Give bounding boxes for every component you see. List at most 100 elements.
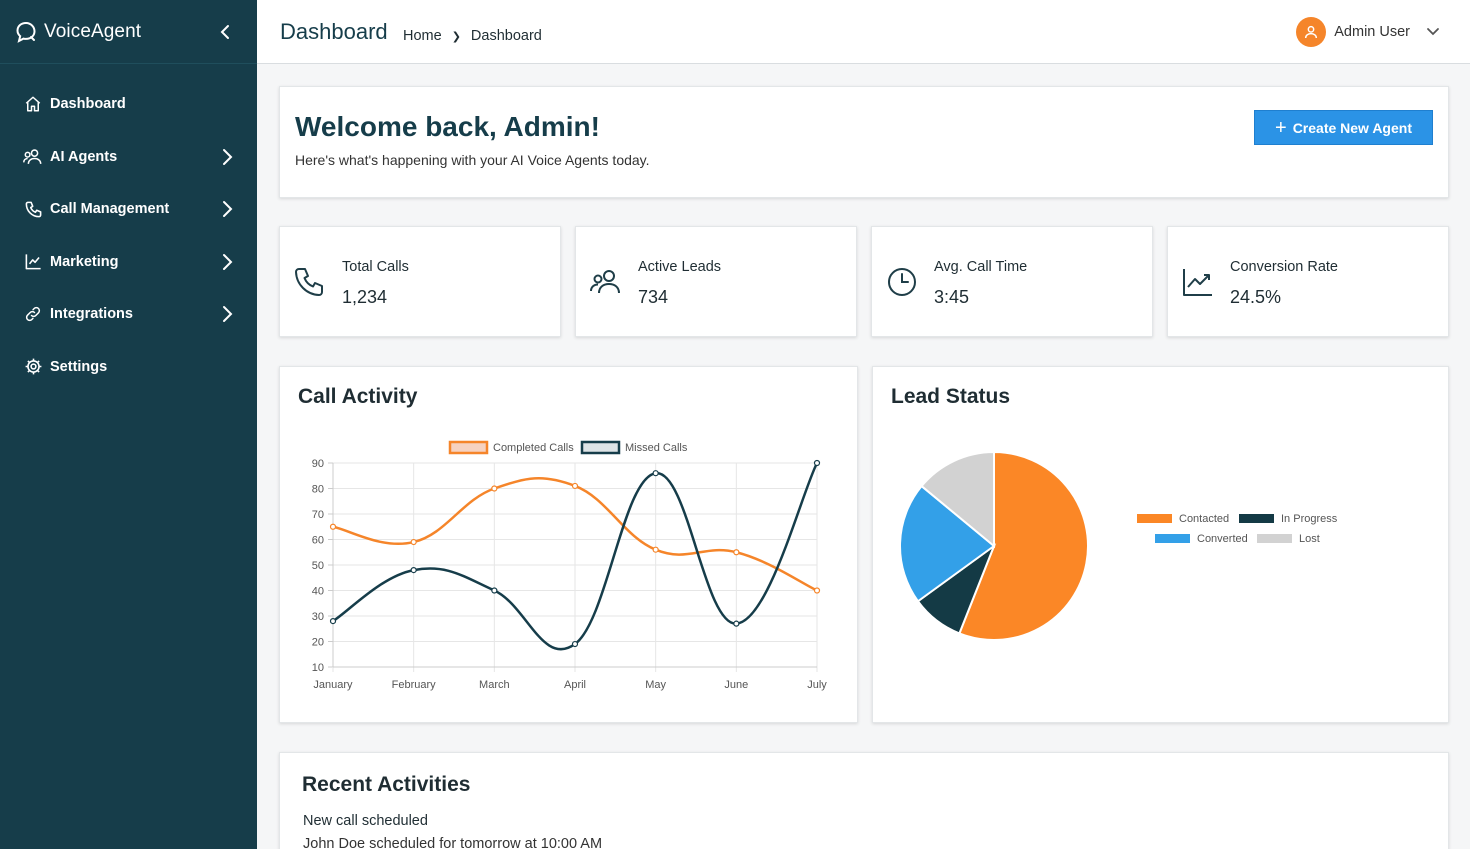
series-line-missed-calls	[332, 462, 819, 651]
data-point	[652, 470, 659, 477]
plus-icon: +	[1275, 116, 1287, 139]
breadcrumb-home-link[interactable]: Home	[403, 28, 442, 44]
create-new-agent-label: Create New Agent	[1292, 119, 1412, 136]
data-point	[652, 546, 659, 553]
y-tick-label: 30	[312, 611, 324, 623]
sidebar-item-marketing[interactable]: Marketing	[0, 236, 257, 289]
phone-icon	[295, 268, 323, 296]
sidebar-item-call-management[interactable]: Call Management	[0, 183, 257, 236]
chevron-right-icon	[223, 148, 233, 165]
stat-value: 734	[638, 287, 669, 307]
data-point	[733, 620, 740, 627]
pie-slice-contacted	[958, 450, 1089, 641]
x-tick-label: March	[479, 679, 510, 691]
users-icon	[22, 146, 44, 168]
breadcrumb-current: Dashboard	[470, 28, 542, 44]
sidebar-item-integrations[interactable]: Integrations	[0, 288, 257, 341]
home-icon	[22, 93, 44, 115]
breadcrumb-separator-icon: ❯	[451, 30, 461, 43]
stat-value: 1,234	[342, 287, 388, 307]
data-point	[410, 538, 417, 546]
sidebar-item-label: Integrations	[50, 306, 133, 323]
data-point	[491, 587, 498, 594]
sidebar-item-ai-agents[interactable]: AI Agents	[0, 131, 257, 184]
legend-label: Converted	[1197, 533, 1248, 545]
x-tick-label: January	[313, 679, 353, 691]
chevron-down-icon	[1427, 28, 1439, 36]
data-point	[813, 459, 821, 467]
brand[interactable]: VoiceAgent	[0, 0, 257, 64]
y-tick-label: 80	[312, 484, 324, 496]
recent-activities-title: Recent Activities	[302, 773, 471, 796]
create-new-agent-button[interactable]: + Create New Agent	[1254, 110, 1433, 145]
data-point	[491, 485, 498, 492]
lead-status-chart: Contacted In Progress Converted Lost	[899, 450, 1338, 641]
avatar	[1296, 17, 1327, 47]
legend-label: Completed Calls	[493, 442, 574, 454]
user-icon	[1305, 25, 1318, 39]
chevron-left-icon	[220, 25, 229, 39]
x-tick-label: May	[645, 679, 666, 691]
activity-description: John Doe scheduled for tomorrow at 10:00…	[303, 836, 603, 849]
lead-status-title: Lead Status	[891, 385, 1011, 408]
x-tick-label: April	[564, 679, 586, 691]
user-name: Admin User	[1334, 24, 1410, 40]
welcome-title: Welcome back, Admin!	[295, 111, 600, 142]
legend-swatch	[1137, 514, 1172, 523]
data-point	[329, 523, 337, 530]
chat-bubble-icon	[16, 21, 36, 43]
activity-title: New call scheduled	[303, 813, 428, 829]
sidebar-item-label: Dashboard	[50, 96, 126, 113]
legend-swatch	[580, 440, 621, 455]
sidebar-nav: Dashboard AI Agents Call Management Mark…	[0, 78, 257, 393]
stat-label: Active Leads	[638, 259, 722, 275]
legend-label: In Progress	[1281, 513, 1338, 525]
sidebar-item-settings[interactable]: Settings	[0, 341, 257, 394]
stat-card-avg-call-time: Avg. Call Time 3:45	[871, 226, 1153, 337]
stat-label: Total Calls	[342, 259, 409, 275]
data-point	[813, 587, 821, 594]
sidebar-item-dashboard[interactable]: Dashboard	[0, 78, 257, 131]
legend-swatch	[1257, 534, 1292, 543]
stat-label: Conversion Rate	[1230, 259, 1338, 275]
legend-label: Contacted	[1179, 513, 1229, 525]
legend-label: Missed Calls	[625, 442, 688, 454]
welcome-card: Welcome back, Admin! Here's what's happe…	[279, 86, 1449, 198]
data-point	[329, 618, 337, 625]
chevron-right-icon	[223, 306, 233, 322]
top-header: Dashboard Home ❯ Dashboard Admin User	[257, 0, 1470, 64]
legend-swatch	[448, 440, 489, 455]
x-tick-label: July	[807, 679, 827, 691]
welcome-subtitle: Here's what's happening with your AI Voi…	[295, 152, 650, 168]
y-tick-label: 50	[312, 560, 324, 572]
legend-swatch	[1239, 514, 1274, 523]
chevron-right-icon	[223, 253, 233, 270]
data-point	[571, 482, 579, 490]
collapse-sidebar-button[interactable]	[214, 21, 236, 43]
call-activity-chart: 10 20 30 40 50 60 70 80 90 January February March Ap…	[312, 440, 827, 691]
pie-slice-lost	[920, 450, 995, 549]
phone-icon	[22, 198, 44, 220]
chevron-right-icon	[223, 201, 233, 217]
chart-line-icon	[22, 251, 44, 273]
y-tick-label: 20	[312, 637, 324, 649]
y-tick-label: 60	[312, 535, 324, 547]
sidebar-item-label: Marketing	[50, 253, 119, 270]
user-menu[interactable]: Admin User	[1296, 17, 1440, 47]
y-tick-label: 70	[312, 509, 324, 521]
y-tick-label: 90	[312, 458, 324, 470]
stat-card-active-leads: Active Leads 734	[575, 226, 857, 337]
x-tick-label: February	[392, 679, 437, 691]
breadcrumb: Home ❯ Dashboard	[403, 28, 542, 44]
x-tick-label: June	[724, 679, 748, 691]
recent-activities-card: Recent Activities New call scheduled Joh…	[279, 752, 1449, 849]
call-activity-card: 10 20 30 40 50 60 70 80 90 January February March Ap…	[279, 366, 858, 723]
lead-status-card: Contacted In Progress Converted Lost Lead S…	[872, 366, 1449, 723]
y-tick-label: 10	[312, 662, 324, 674]
trend-icon	[1183, 269, 1212, 296]
stat-value: 24.5%	[1230, 287, 1282, 307]
sidebar: VoiceAgent Dashboard AI Agents Call Mana…	[0, 0, 257, 849]
data-point	[733, 549, 740, 556]
y-tick-label: 40	[312, 586, 324, 598]
link-icon	[22, 303, 44, 325]
